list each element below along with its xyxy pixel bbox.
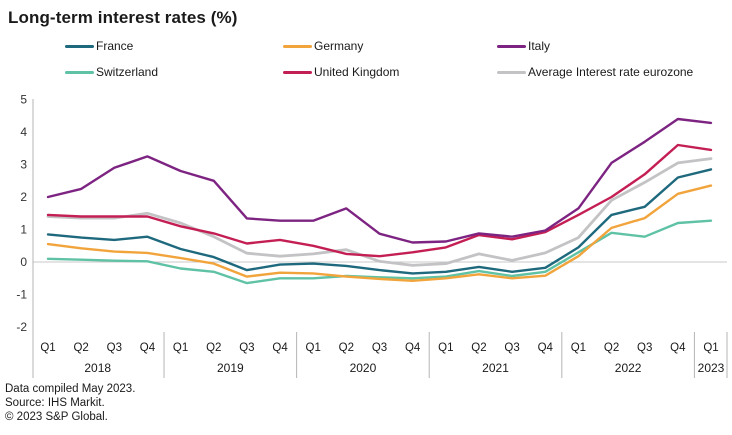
legend-color-swatch: [283, 44, 312, 48]
x-axis-year-label: 2020: [350, 361, 377, 375]
legend-color-swatch: [283, 70, 312, 74]
series-line-germany: [46, 184, 713, 283]
x-axis-quarter-label: Q2: [73, 342, 88, 354]
x-axis-quarter-label: Q2: [206, 342, 221, 354]
x-axis-quarter-label: Q2: [604, 342, 619, 354]
legend-color-swatch: [65, 70, 94, 74]
footer-note-copyright: © 2023 S&P Global.: [5, 411, 108, 424]
x-axis-quarter-label: Q3: [239, 342, 254, 354]
x-axis-quarter-label: Q4: [140, 342, 156, 354]
x-axis-quarter-label: Q1: [306, 342, 321, 354]
y-axis-tick-label: 5: [20, 93, 27, 107]
footer-note-compiled: Data compiled May 2023.: [5, 383, 136, 395]
y-axis-tick-label: 1: [20, 223, 27, 237]
x-axis-year-label: 2021: [482, 361, 509, 375]
x-axis-quarter-label: Q1: [173, 342, 188, 354]
x-axis-quarter-label: Q3: [372, 342, 387, 354]
x-axis-year-label: 2018: [84, 361, 111, 375]
x-axis-year-label: 2019: [217, 361, 244, 375]
x-axis-year-label: 2023: [698, 361, 725, 375]
legend-item-average-interest-rate-eurozone: Average Interest rate eurozone: [497, 64, 693, 80]
x-axis-quarter-label: Q1: [703, 342, 718, 354]
x-axis-quarter-label: Q2: [339, 342, 354, 354]
legend-label: United Kingdom: [314, 65, 400, 79]
y-axis-tick-label: 0: [20, 255, 27, 269]
x-axis-year-label: 2022: [615, 361, 642, 375]
footer-note-source: Source: IHS Markit.: [5, 397, 105, 410]
series-line-united-kingdom: [46, 143, 713, 258]
legend-label: Italy: [528, 39, 551, 53]
x-axis-quarter-label: Q1: [438, 342, 453, 354]
y-axis-tick-label: 3: [20, 158, 27, 172]
footer: Data compiled May 2023. Source: IHS Mark…: [5, 382, 135, 425]
x-axis-quarter-label: Q4: [405, 342, 421, 354]
legend-label: France: [96, 39, 134, 53]
legend-item-italy: Italy: [497, 38, 550, 54]
x-axis-quarter-label: Q1: [40, 342, 55, 354]
x-axis-quarter-label: Q3: [637, 342, 652, 354]
x-axis-quarter-label: Q3: [107, 342, 122, 354]
series-line-average-interest-rate-eurozone: [46, 157, 713, 267]
y-axis-tick-label: 4: [20, 125, 27, 139]
legend-label: Switzerland: [96, 65, 159, 79]
legend-color-swatch: [65, 44, 94, 48]
x-axis-quarter-label: Q4: [670, 342, 686, 354]
legend-item-united-kingdom: United Kingdom: [283, 64, 399, 80]
legend-item-france: France: [65, 38, 133, 54]
y-axis-tick-label: 2: [20, 190, 27, 204]
page-title: Long-term interest rates (%): [8, 8, 238, 27]
series-line-switzerland: [46, 219, 713, 285]
legend-label: Germany: [314, 39, 364, 53]
legend-item-germany: Germany: [283, 38, 363, 54]
y-axis-tick-label: -2: [16, 320, 27, 334]
legend-color-swatch: [497, 44, 526, 48]
x-axis-quarter-label: Q1: [571, 342, 586, 354]
legend-label: Average Interest rate eurozone: [528, 65, 694, 79]
x-axis-quarter-label: Q4: [272, 342, 288, 354]
legend-color-swatch: [497, 70, 526, 74]
legend-item-switzerland: Switzerland: [65, 64, 158, 80]
series-line-italy: [46, 117, 713, 244]
series-line-france: [46, 168, 713, 275]
x-axis-quarter-label: Q2: [471, 342, 486, 354]
legend: France Germany Italy Switzerland United King…: [0, 38, 732, 84]
line-chart: 5 4 3 2 1 0 -1 -2 Q1 Q2 Q3 Q4 2018 Q1 Q2 Q3 Q4 2019 Q1 Q2 Q3…: [16, 93, 728, 378]
y-axis-tick-label: -1: [16, 288, 27, 302]
x-axis-quarter-label: Q3: [504, 342, 519, 354]
x-axis-quarter-label: Q4: [538, 342, 554, 354]
